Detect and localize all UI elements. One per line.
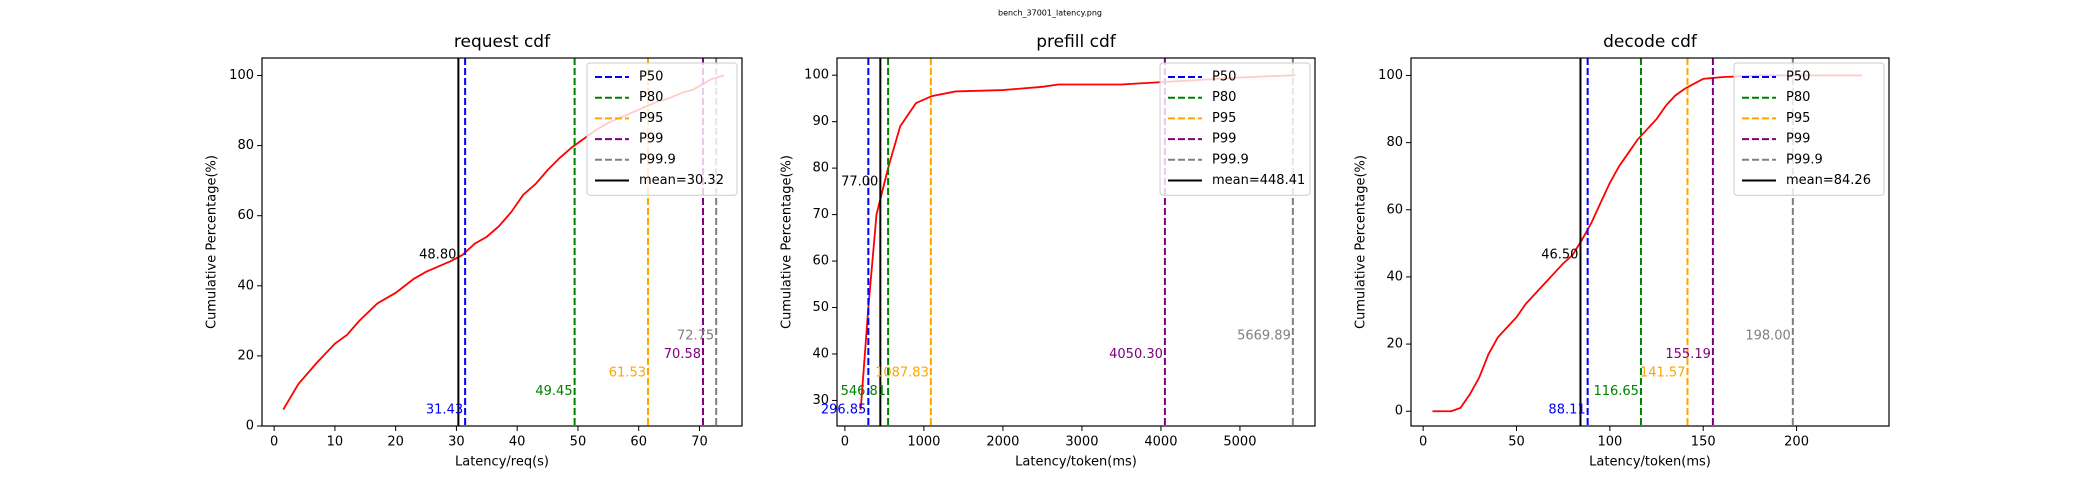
percentile-label: 31.43 (426, 403, 463, 418)
axes-frame (261, 57, 743, 427)
y-tick-label: 100 (804, 68, 829, 83)
chart-title: decode cdf (1603, 32, 1698, 52)
x-tick-label: 0 (1419, 435, 1427, 450)
x-tick-label: 20 (387, 435, 404, 450)
percentile-label: 49.45 (535, 384, 572, 399)
percentile-label: 546.81 (841, 384, 887, 399)
x-tick-label: 100 (1597, 435, 1622, 450)
y-tick-label: 90 (812, 114, 829, 129)
x-axis-label: Latency/token(ms) (1015, 455, 1137, 470)
y-tick-label: 0 (1395, 404, 1403, 419)
legend-label: P99.9 (1786, 152, 1823, 167)
axes-frame (836, 57, 1316, 427)
x-tick-label: 0 (270, 435, 278, 450)
mean-cdf-label: 77.00 (841, 175, 878, 190)
x-tick-label: 70 (691, 435, 708, 450)
y-tick-label: 100 (1378, 68, 1403, 83)
y-tick-label: 40 (812, 346, 829, 361)
y-tick-label: 80 (812, 161, 829, 176)
x-tick-label: 2000 (986, 435, 1019, 450)
y-tick-label: 0 (246, 419, 254, 434)
chart-title: request cdf (454, 32, 551, 52)
y-tick-label: 20 (237, 348, 254, 363)
legend-label: P50 (639, 70, 663, 85)
percentile-label: 61.53 (609, 366, 646, 381)
percentile-label: 1087.83 (875, 366, 929, 381)
legend-label: P99 (1212, 132, 1236, 147)
legend-label: mean=84.26 (1786, 173, 1871, 188)
mean-cdf-label: 48.80 (419, 247, 456, 262)
legend-box (586, 62, 738, 196)
y-tick-label: 30 (812, 393, 829, 408)
legend-label: P50 (1212, 70, 1236, 85)
legend-label: P80 (1786, 90, 1810, 105)
percentile-label: 70.58 (664, 347, 701, 362)
x-tick-label: 200 (1784, 435, 1809, 450)
legend-box (1733, 62, 1885, 196)
percentile-label: 72.75 (677, 329, 714, 344)
x-tick-label: 1000 (907, 435, 940, 450)
y-tick-label: 100 (229, 68, 254, 83)
chart-title: prefill cdf (1036, 32, 1117, 52)
legend-box (1159, 62, 1311, 196)
y-tick-label: 60 (237, 208, 254, 223)
y-tick-label: 40 (1386, 269, 1403, 284)
legend-label: P95 (639, 111, 663, 126)
legend-label: P99 (1786, 132, 1810, 147)
y-tick-label: 20 (1386, 337, 1403, 352)
x-tick-label: 150 (1691, 435, 1716, 450)
legend-label: mean=448.41 (1212, 173, 1305, 188)
percentile-label: 88.11 (1548, 403, 1585, 418)
mean-cdf-label: 46.50 (1541, 248, 1578, 263)
x-tick-label: 50 (570, 435, 587, 450)
x-axis-label: Latency/req(s) (455, 455, 549, 470)
y-tick-label: 80 (237, 138, 254, 153)
y-axis-label: Cumulative Percentage(%) (205, 155, 220, 329)
figure-title: bench_37001_latency.png (998, 9, 1102, 18)
x-tick-label: 0 (841, 435, 849, 450)
cdf-line (1432, 74, 1862, 413)
y-axis-label: Cumulative Percentage(%) (780, 155, 795, 329)
x-tick-label: 30 (448, 435, 465, 450)
percentile-label: 198.00 (1745, 329, 1791, 344)
x-tick-label: 60 (630, 435, 647, 450)
y-tick-label: 80 (1386, 135, 1403, 150)
axes-frame (1410, 57, 1890, 427)
legend-label: P50 (1786, 70, 1810, 85)
legend-label: P80 (1212, 90, 1236, 105)
x-tick-label: 40 (509, 435, 526, 450)
legend-label: P99.9 (1212, 152, 1249, 167)
x-tick-label: 10 (327, 435, 344, 450)
x-tick-label: 50 (1508, 435, 1525, 450)
y-tick-label: 60 (1386, 202, 1403, 217)
x-axis-label: Latency/token(ms) (1589, 455, 1711, 470)
y-tick-label: 50 (812, 300, 829, 315)
legend-label: P99.9 (639, 152, 676, 167)
y-tick-label: 70 (812, 207, 829, 222)
legend-label: mean=30.32 (639, 173, 724, 188)
legend-label: P95 (1212, 111, 1236, 126)
legend-label: P99 (639, 132, 663, 147)
x-tick-label: 4000 (1144, 435, 1177, 450)
y-tick-label: 40 (237, 278, 254, 293)
percentile-label: 296.85 (821, 403, 867, 418)
legend-label: P80 (639, 90, 663, 105)
y-tick-label: 60 (812, 254, 829, 269)
x-tick-label: 3000 (1065, 435, 1098, 450)
percentile-label: 5669.89 (1237, 329, 1291, 344)
percentile-label: 116.65 (1593, 384, 1639, 399)
y-axis-label: Cumulative Percentage(%) (1354, 155, 1369, 329)
percentile-label: 155.19 (1665, 347, 1711, 362)
x-tick-label: 5000 (1223, 435, 1256, 450)
percentile-label: 141.57 (1640, 366, 1686, 381)
percentile-label: 4050.30 (1109, 347, 1163, 362)
legend-label: P95 (1786, 111, 1810, 126)
